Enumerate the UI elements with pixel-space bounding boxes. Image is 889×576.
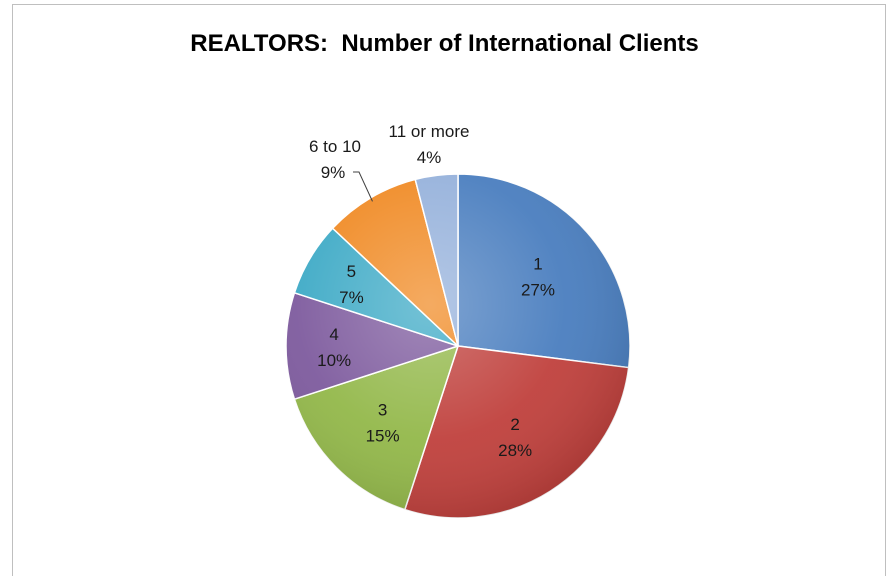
data-label-3: 3: [378, 400, 387, 419]
pie-slice-1: [457, 173, 631, 369]
data-label-5-percent: 7%: [339, 288, 364, 307]
data-label-1-percent: 27%: [521, 280, 555, 299]
chart-title: REALTORS: Number of International Client…: [190, 30, 699, 57]
data-label-3-percent: 15%: [366, 426, 400, 445]
leader-line-6-to-10: [353, 171, 373, 202]
data-label-6-to-10-percent: 9%: [321, 163, 346, 182]
pie-slices: [285, 173, 631, 519]
data-label-11-or-more: 11 or more: [389, 122, 470, 141]
data-label-4: 4: [329, 325, 338, 344]
data-label-2-percent: 28%: [498, 441, 532, 460]
data-label-4-percent: 10%: [317, 351, 351, 370]
data-label-11-or-more-percent: 4%: [417, 148, 442, 167]
data-label-6-to-10: 6 to 10: [309, 137, 361, 156]
data-label-1: 1: [533, 254, 542, 273]
pie-labels: 1 27% 2 28% 3 15% 4 10% 5 7% 6 to 10 9% 11 or more 4%: [309, 122, 555, 460]
data-label-2: 2: [510, 415, 519, 434]
data-label-5: 5: [347, 262, 356, 281]
